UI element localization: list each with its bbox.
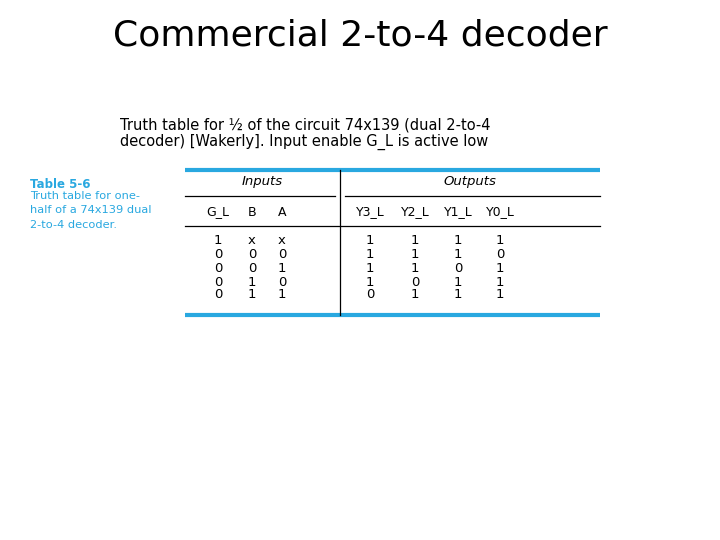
Text: 1: 1 <box>454 275 462 288</box>
Text: 1: 1 <box>366 275 374 288</box>
Text: 0: 0 <box>214 275 222 288</box>
Text: 1: 1 <box>496 261 504 274</box>
Text: Inputs: Inputs <box>242 176 283 188</box>
Text: A: A <box>278 206 287 219</box>
Text: 1: 1 <box>248 288 256 301</box>
Text: 0: 0 <box>214 261 222 274</box>
Text: 1: 1 <box>248 275 256 288</box>
Text: Table 5-6: Table 5-6 <box>30 178 91 191</box>
Text: 1: 1 <box>410 247 419 260</box>
Text: 1: 1 <box>454 233 462 246</box>
Text: x: x <box>278 233 286 246</box>
Text: 0: 0 <box>248 247 256 260</box>
Text: 0: 0 <box>366 288 374 301</box>
Text: 1: 1 <box>278 261 287 274</box>
Text: 1: 1 <box>410 233 419 246</box>
Text: Y0_L: Y0_L <box>485 206 514 219</box>
Text: 1: 1 <box>454 288 462 301</box>
Text: 0: 0 <box>248 261 256 274</box>
Text: 1: 1 <box>496 233 504 246</box>
Text: G_L: G_L <box>207 206 230 219</box>
Text: 1: 1 <box>454 247 462 260</box>
Text: Outputs: Outputs <box>444 176 496 188</box>
Text: decoder) [Wakerly]. Input enable G_L is active low: decoder) [Wakerly]. Input enable G_L is … <box>120 134 488 150</box>
Text: x: x <box>248 233 256 246</box>
Text: 1: 1 <box>410 261 419 274</box>
Text: 1: 1 <box>278 288 287 301</box>
Text: Y3_L: Y3_L <box>356 206 384 219</box>
Text: 0: 0 <box>214 288 222 301</box>
Text: 0: 0 <box>496 247 504 260</box>
Text: 1: 1 <box>410 288 419 301</box>
Text: Truth table for one-
half of a 74x139 dual
2-to-4 decoder.: Truth table for one- half of a 74x139 du… <box>30 191 151 230</box>
Text: Y1_L: Y1_L <box>444 206 472 219</box>
Text: 1: 1 <box>366 247 374 260</box>
Text: 1: 1 <box>366 261 374 274</box>
Text: 1: 1 <box>214 233 222 246</box>
Text: 1: 1 <box>496 275 504 288</box>
Text: Truth table for ½ of the circuit 74x139 (dual 2-to-4: Truth table for ½ of the circuit 74x139 … <box>120 118 490 132</box>
Text: 0: 0 <box>411 275 419 288</box>
Text: 1: 1 <box>366 233 374 246</box>
Text: 0: 0 <box>454 261 462 274</box>
Text: Y2_L: Y2_L <box>400 206 429 219</box>
Text: Commercial 2-to-4 decoder: Commercial 2-to-4 decoder <box>113 18 607 52</box>
Text: 1: 1 <box>496 288 504 301</box>
Text: B: B <box>248 206 256 219</box>
Text: 0: 0 <box>278 275 286 288</box>
Text: 0: 0 <box>278 247 286 260</box>
Text: 0: 0 <box>214 247 222 260</box>
